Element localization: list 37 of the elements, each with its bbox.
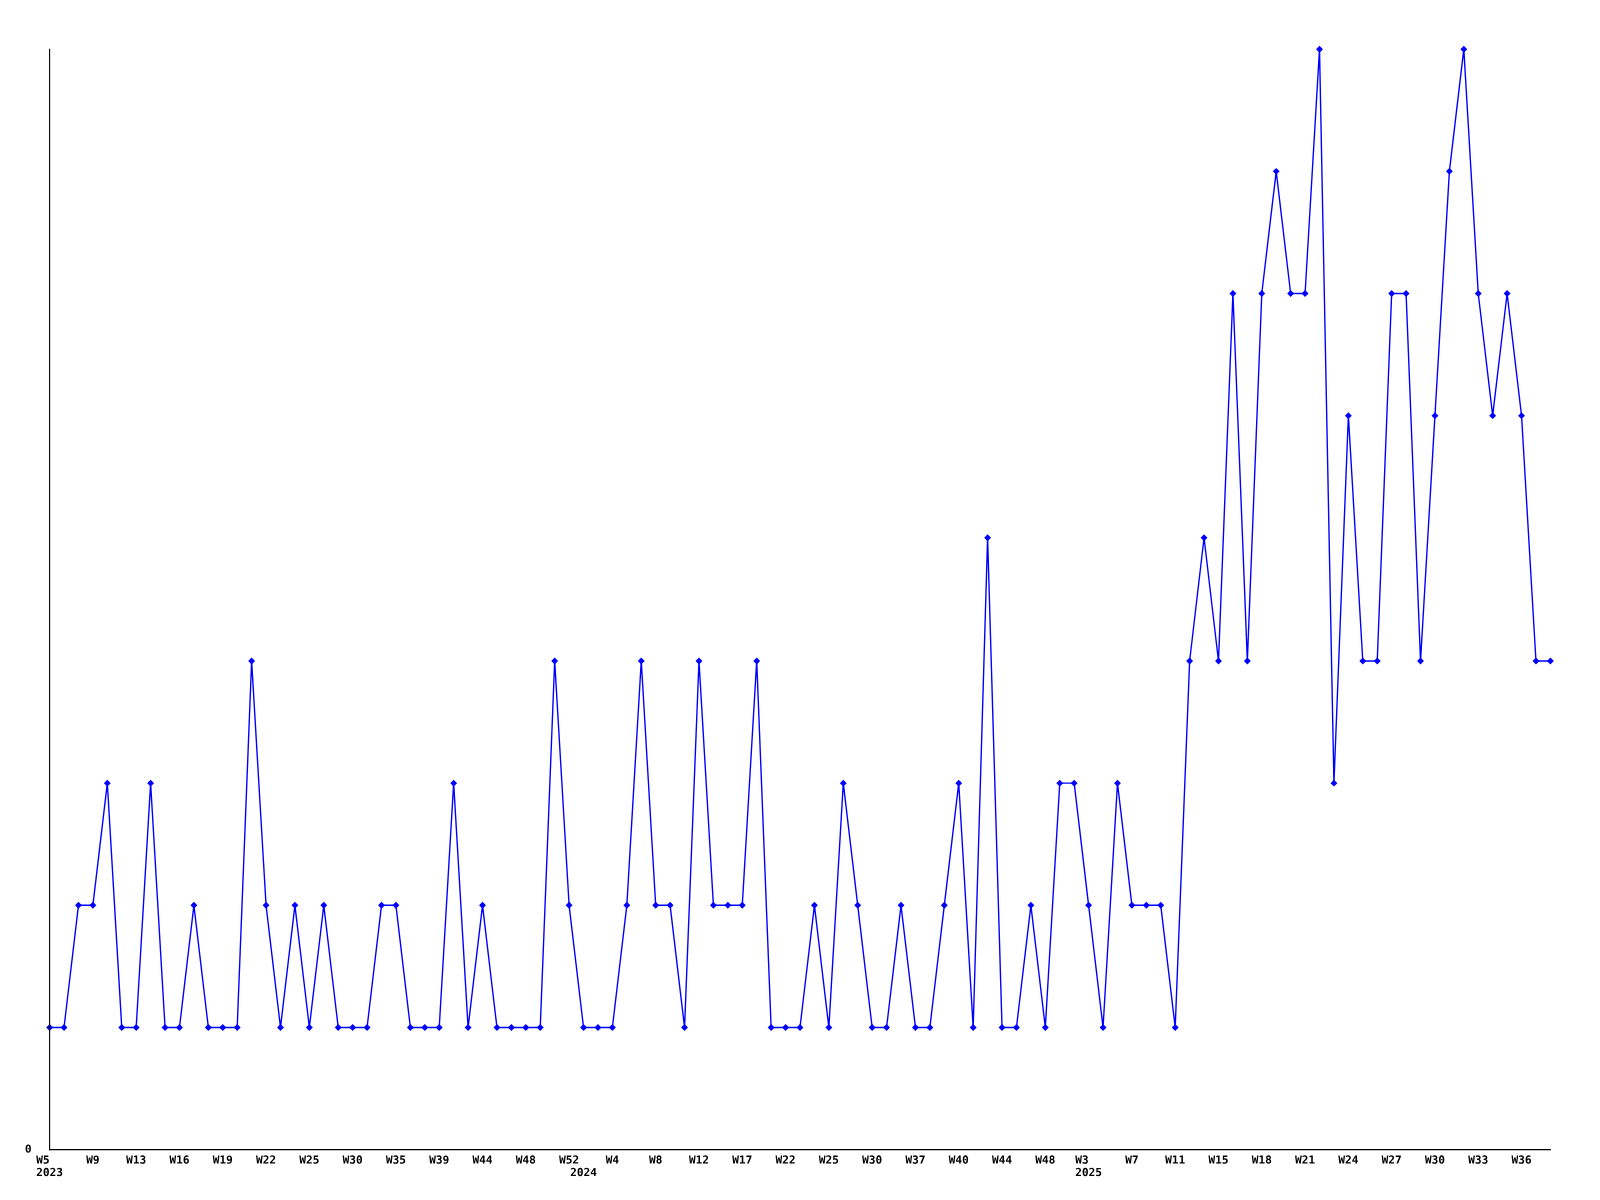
x-tick-label: 2024: [570, 1167, 597, 1177]
x-tick-label: W17: [732, 1155, 752, 1164]
x-tick-label: W9: [86, 1155, 99, 1164]
x-tick-label: W36: [1511, 1155, 1531, 1164]
x-tick-label: W12: [688, 1155, 709, 1164]
x-tick-label: W25: [818, 1155, 839, 1164]
x-tick-label: W22: [256, 1155, 276, 1164]
x-tick-label: W5 2023: [36, 1155, 63, 1177]
x-tick-label: W3 2025: [1075, 1155, 1102, 1177]
x-tick-label: W44: [992, 1155, 1012, 1164]
x-tick-label: W11: [1165, 1155, 1185, 1164]
x-tick-label: W13: [126, 1155, 146, 1164]
x-tick-label: W30: [1424, 1155, 1445, 1164]
x-tick-label: W48: [1035, 1155, 1055, 1164]
x-tick-label: W40: [948, 1155, 969, 1164]
x-tick-label: W15: [1208, 1155, 1228, 1164]
x-tick-label: W19: [212, 1155, 233, 1164]
x-tick-label: W52: [559, 1155, 579, 1164]
x-tick-label: W7: [1125, 1155, 1138, 1164]
x-tick-label: W37: [905, 1155, 925, 1164]
x-tick-label: W16: [169, 1155, 189, 1164]
x-tick-label: W8: [649, 1155, 662, 1164]
x-tick-label: W24: [1338, 1155, 1358, 1164]
x-tick-label: W35: [385, 1155, 406, 1164]
x-tick-label: W48: [515, 1155, 536, 1164]
x-tick-label: W21: [1295, 1155, 1315, 1164]
text: 0: [25, 1144, 31, 1153]
x-tick-label: W4: [605, 1155, 619, 1164]
x-tick-label: W44: [472, 1155, 493, 1164]
x-tick-label: W18: [1251, 1155, 1272, 1164]
x-tick-label: W27: [1381, 1155, 1401, 1164]
x-tick-label: W30: [862, 1155, 882, 1164]
x-tick-label: W22: [775, 1155, 795, 1164]
x-tick-label: W30: [342, 1155, 363, 1164]
x-tick-label: W39: [429, 1155, 449, 1164]
x-tick-label: W33: [1468, 1155, 1488, 1164]
x-tick-label: W25: [299, 1155, 319, 1164]
